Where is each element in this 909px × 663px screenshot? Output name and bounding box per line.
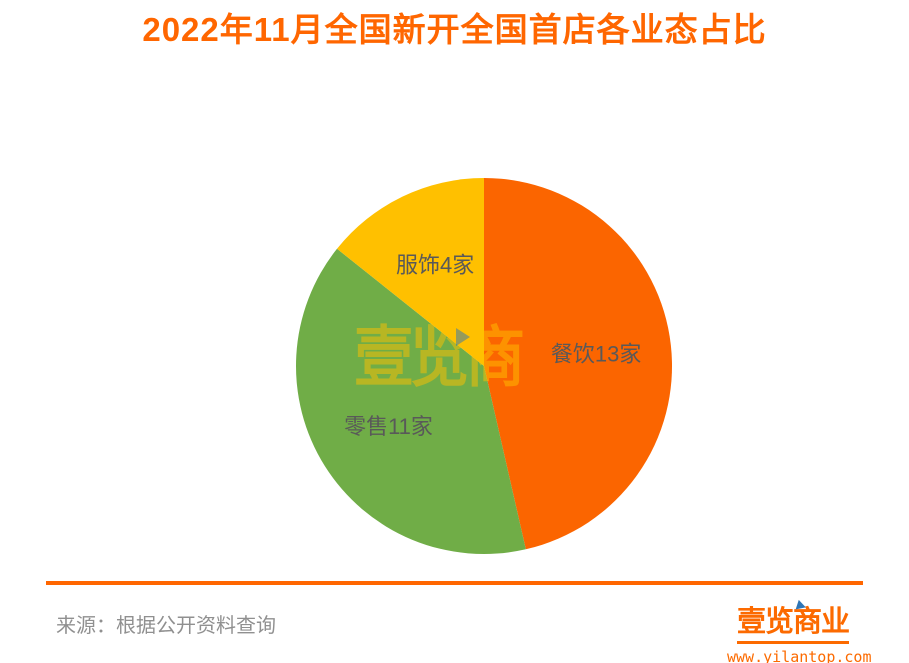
brand-website: www.yilantop.com xyxy=(727,648,872,663)
footer-divider xyxy=(46,581,863,585)
pie-slice-label-catering: 餐饮13家 xyxy=(551,341,641,366)
brand-logo: 壹览商业 www.yilantop.com xyxy=(727,598,872,663)
pie-slice-label-apparel: 服饰4家 xyxy=(396,252,474,277)
chart-title: 2022年11月全国新开全国首店各业态占比 xyxy=(142,11,767,48)
pie-slice-label-retail: 零售11家 xyxy=(344,414,433,439)
brand-name: 壹览商业 xyxy=(736,598,850,644)
pie-slice-retail xyxy=(295,248,526,555)
pie-slice-apparel xyxy=(337,178,484,366)
pie-slice-catering xyxy=(484,178,673,550)
source-text: 来源：根据公开资料查询 xyxy=(56,615,276,637)
